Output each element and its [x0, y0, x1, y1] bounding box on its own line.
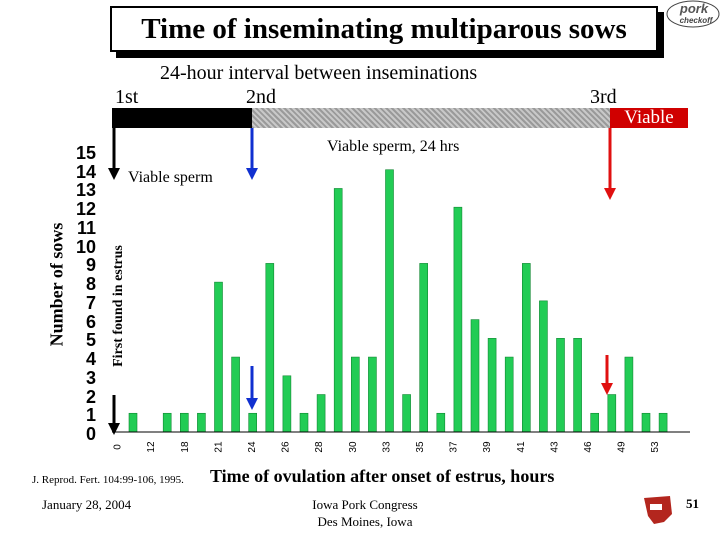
- x-tick-label: 43: [549, 441, 560, 453]
- bar: [316, 394, 326, 433]
- x-tick-label: 21: [213, 441, 224, 453]
- congress-footer: Iowa Pork Congress Des Moines, Iowa: [290, 496, 440, 530]
- y-tick-label: 0: [85, 424, 96, 444]
- x-tick-label: 35: [415, 441, 426, 453]
- viable-24h-band: [252, 108, 610, 128]
- date-footer: January 28, 2004: [42, 497, 132, 512]
- x-tick-label: 30: [348, 441, 359, 453]
- bar: [350, 356, 360, 433]
- bar: [402, 394, 411, 433]
- bottom-first-arrow: [108, 395, 120, 435]
- bar: [590, 412, 600, 433]
- svg-text:pork: pork: [679, 1, 709, 16]
- second-insemination-label: 2nd: [246, 86, 276, 108]
- bar: [385, 169, 394, 433]
- bar: [556, 338, 565, 433]
- page-number: 51: [686, 496, 699, 511]
- bar: [231, 356, 240, 433]
- bar: [282, 375, 292, 433]
- viable-sperm-label: Viable sperm: [128, 169, 213, 186]
- bar: [299, 412, 309, 433]
- y-tick-label: 15: [75, 143, 96, 163]
- bar: [539, 300, 548, 433]
- bottom-second-arrow: [246, 366, 258, 410]
- bottom-third-arrow: [601, 355, 613, 395]
- second-insemination-arrow: [246, 128, 258, 180]
- y-tick-label: 7: [85, 292, 96, 313]
- bar: [487, 338, 497, 433]
- bar: [436, 412, 446, 433]
- y-tick-label: 14: [75, 161, 96, 182]
- bar: [128, 412, 138, 433]
- bar: [265, 263, 275, 433]
- third-viable-band: Viable: [610, 108, 688, 128]
- congress-line-2: Des Moines, Iowa: [317, 514, 413, 529]
- bar: [453, 206, 463, 433]
- y-tick-label: 9: [85, 255, 96, 276]
- x-tick-label: 28: [314, 441, 325, 453]
- bar: [658, 412, 668, 433]
- bar: [624, 356, 634, 433]
- bar: [248, 412, 257, 433]
- bar: [521, 263, 531, 433]
- y-tick-label: 8: [85, 274, 96, 295]
- x-axis-title: Time of ovulation after onset of estrus,…: [210, 466, 555, 486]
- x-tick-label: 53: [650, 441, 661, 453]
- x-tick-label: 46: [583, 441, 594, 453]
- viable-24h-label: Viable sperm, 24 hrs: [327, 138, 460, 155]
- first-insemination-label: 1st: [115, 86, 139, 108]
- slide-title-text: Time of inseminating multiparous sows: [141, 12, 627, 45]
- first-insemination-arrow: [108, 128, 120, 180]
- bar: [333, 188, 343, 433]
- x-tick-label: 0: [113, 444, 124, 450]
- y-tick-label: 11: [76, 217, 96, 238]
- svg-text:checkoff: checkoff: [680, 16, 714, 25]
- bar: [504, 356, 514, 433]
- pork-checkoff-logo: pork checkoff: [666, 0, 720, 28]
- bar: [641, 412, 651, 433]
- y-tick-label: 3: [85, 367, 96, 388]
- bar: [573, 338, 582, 433]
- y-tick-label: 5: [85, 330, 96, 351]
- bar: [197, 412, 206, 433]
- bar: [607, 394, 617, 433]
- citation: J. Reprod. Fert. 104:99-106, 1995.: [32, 474, 184, 486]
- y-tick-label: 12: [75, 199, 96, 220]
- x-tick-label: 41: [516, 441, 527, 453]
- bar: [419, 263, 429, 433]
- x-tick-label: 33: [381, 441, 392, 453]
- y-tick-label: 6: [85, 311, 96, 332]
- viable-band-label: Viable: [624, 107, 674, 128]
- third-insemination-label: 3rd: [590, 86, 617, 108]
- bar: [470, 319, 480, 433]
- ohio-state-logo: [644, 496, 672, 524]
- x-tick-label: 26: [281, 441, 292, 453]
- y-tick-label: 13: [75, 180, 96, 201]
- x-tick-label: 39: [482, 441, 493, 453]
- x-tick-label: 24: [247, 441, 258, 453]
- x-tick-label: 18: [180, 441, 191, 453]
- bar: [162, 412, 172, 433]
- first-viable-band: [112, 108, 252, 128]
- x-tick-label: 49: [617, 441, 628, 453]
- interval-text: 24-hour interval between inseminations: [160, 62, 478, 84]
- insemination-arrows: [108, 128, 690, 435]
- y-tick-label: 2: [85, 386, 96, 407]
- bars: [128, 169, 668, 433]
- y-tick-label: 1: [85, 405, 96, 426]
- third-insemination-arrow: [604, 128, 616, 200]
- y-tick-label: 10: [75, 236, 96, 257]
- bar: [214, 281, 223, 433]
- bar: [180, 412, 189, 433]
- congress-line-1: Iowa Pork Congress: [312, 497, 418, 512]
- x-tick-label: 37: [449, 441, 460, 453]
- y-tick-label: 4: [85, 349, 96, 370]
- x-tick-label: 12: [146, 441, 157, 453]
- slide-title: Time of inseminating multiparous sows: [110, 6, 658, 52]
- bar: [368, 356, 377, 433]
- x-tick-labels: 0 12 18 21 24 26 28 30 33 35 37 39 41 43 46 49 53: [113, 441, 662, 453]
